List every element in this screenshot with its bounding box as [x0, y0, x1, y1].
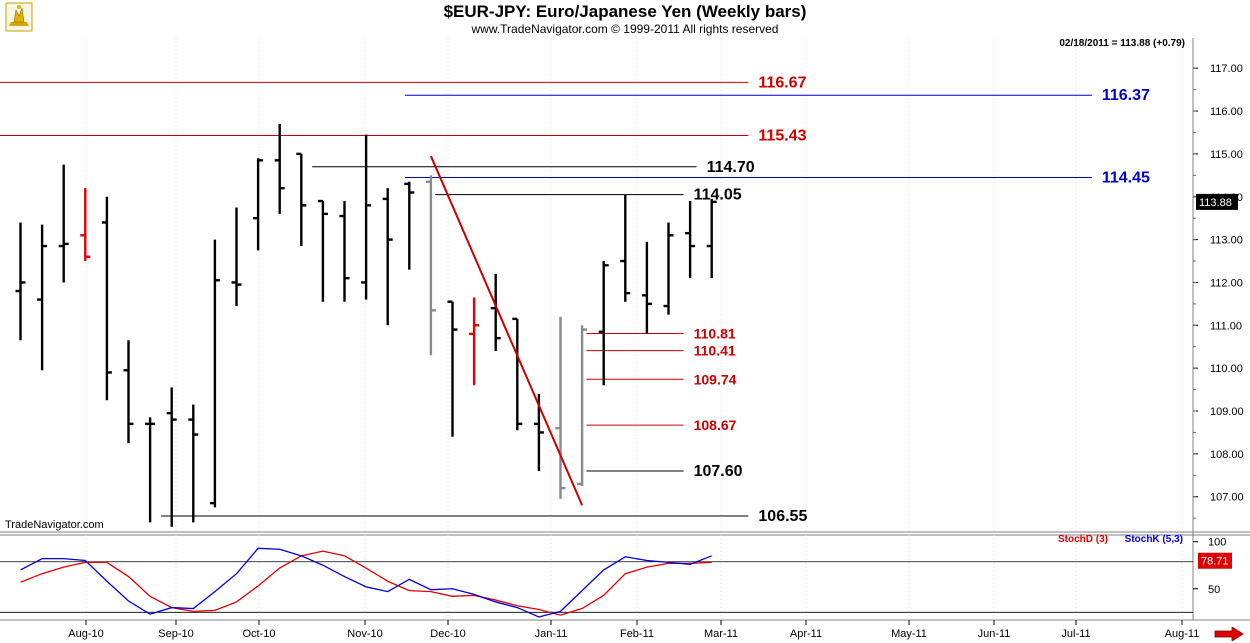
y-tick-label: 113.00 [1210, 235, 1243, 247]
plot-background [0, 38, 1250, 621]
level-label: 109.74 [694, 371, 737, 387]
x-tick-label: Jul-11 [1061, 628, 1090, 640]
stochastic-panel: 50 100 78.71 [0, 537, 1232, 618]
y-tick-label: 111.00 [1210, 320, 1242, 332]
watermark: TradeNavigator.com [5, 519, 104, 531]
level-label: 114.45 [1102, 169, 1150, 186]
stoch-value-box [1198, 552, 1232, 569]
current-price-box [1196, 193, 1238, 210]
price-bars [15, 123, 717, 527]
x-tick-label: Sep-10 [158, 628, 193, 640]
x-tick-label: Dec-10 [430, 628, 465, 640]
y-tick-label: 116.00 [1210, 106, 1243, 118]
stoch-d-title: StochD (3) [1058, 534, 1108, 545]
stoch-k-title: StochK (5,3) [1125, 534, 1183, 545]
x-tick-label: Nov-10 [347, 628, 382, 640]
level-label: 110.81 [694, 325, 736, 341]
chart-title: $EUR-JPY: Euro/Japanese Yen (Weekly bars… [443, 2, 807, 21]
last-quote: 02/18/2011 = 113.88 (+0.79) [1059, 38, 1185, 49]
level-label: 107.60 [694, 463, 743, 480]
scroll-right-arrow-icon[interactable] [1214, 627, 1244, 641]
x-tick-label: Jun-11 [978, 628, 1011, 640]
level-label: 108.67 [694, 417, 737, 433]
y-tick-label: 115.00 [1210, 149, 1243, 161]
y-tick-label: 108.00 [1210, 449, 1244, 461]
level-label: 116.67 [758, 74, 806, 91]
date-axis: Aug-10 Sep-10 Oct-10 Nov-10 Dec-10 Jan-11 Feb-… [68, 620, 1199, 640]
stoch-tick-label: 50 [1208, 584, 1220, 596]
x-tick-label: Oct-10 [242, 628, 275, 640]
level-label: 106.55 [758, 508, 807, 525]
x-tick-label: Aug-10 [68, 628, 103, 640]
level-label: 114.05 [694, 187, 742, 204]
trendline: 113.88 [429, 155, 1238, 506]
x-tick-label: Jan-11 [535, 628, 568, 640]
trade-navigator-logo-icon[interactable] [5, 2, 33, 32]
stoch-value-label: 78.71 [1201, 556, 1229, 568]
x-tick-label: Apr-11 [790, 628, 822, 640]
current-price-label: 113.88 [1199, 197, 1232, 209]
x-tick-label: Mar-11 [704, 628, 738, 640]
level-label: 116.37 [1102, 87, 1150, 104]
stoch-series-line [20, 550, 712, 616]
level-label: 110.41 [694, 343, 736, 359]
y-tick-label: 112.00 [1210, 277, 1243, 289]
stoch-tick-label: 100 [1208, 537, 1226, 549]
level-label: 114.70 [707, 159, 755, 176]
x-tick-label: May-11 [891, 628, 927, 640]
level-label: 115.43 [758, 127, 806, 144]
y-tick-label: 107.00 [1210, 492, 1244, 504]
y-tick-label: 117.00 [1210, 63, 1243, 75]
x-tick-label: Feb-11 [620, 628, 654, 640]
chart-labels: 02/18/2011 = 113.88 (+0.79) TradeNavigat… [5, 38, 1185, 545]
copyright-text: www.TradeNavigator.com © 1999-2011 All r… [471, 22, 779, 36]
price-axis: 107.00 108.00 109.00 110.00 111.00 112.00 113.… [1193, 63, 1244, 519]
y-tick-label: 109.00 [1210, 406, 1244, 418]
y-tick-label: 110.00 [1210, 363, 1243, 375]
x-tick-label: Aug-11 [1165, 628, 1200, 640]
stoch-series-line [20, 547, 712, 618]
trend-line [429, 155, 584, 506]
